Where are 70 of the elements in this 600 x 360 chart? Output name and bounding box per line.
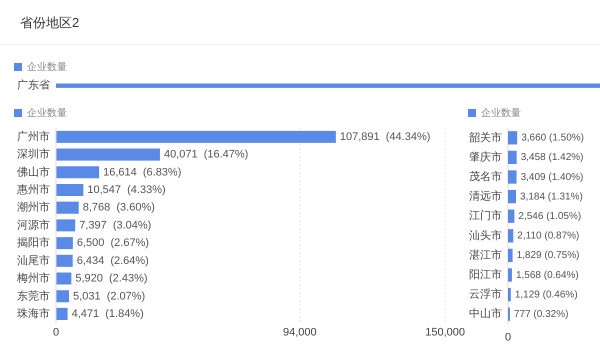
y-tick-label: 肇庆市 bbox=[469, 150, 502, 164]
x-tick-label: 94,000 bbox=[283, 326, 317, 338]
bar bbox=[56, 272, 72, 285]
y-tick-label: 汕头市 bbox=[469, 228, 502, 242]
data-label: 5,920 (2.43%) bbox=[75, 272, 148, 285]
y-tick-label: 广东省 bbox=[17, 78, 50, 92]
bar bbox=[508, 268, 512, 282]
y-tick-label: 惠州市 bbox=[16, 183, 50, 196]
data-label: 4,471 (1.84%) bbox=[72, 308, 144, 320]
x-tick-label: 0 bbox=[52, 326, 60, 338]
legend-label: 企业数量 bbox=[27, 106, 67, 119]
y-tick-label: 珠海市 bbox=[17, 306, 50, 320]
legend-label: 企业数量 bbox=[27, 60, 67, 73]
bar bbox=[508, 131, 518, 144]
y-tick-label: 汕尾市 bbox=[17, 254, 50, 267]
data-label: 1,829 (0.75%) bbox=[516, 250, 580, 262]
y-tick-label: 云浮市 bbox=[469, 288, 502, 301]
y-tick-label: 中山市 bbox=[469, 307, 502, 320]
y-tick-label: 佛山市 bbox=[17, 165, 50, 178]
bar bbox=[56, 166, 100, 178]
y-tick-label: 梅州市 bbox=[16, 272, 50, 285]
bar bbox=[56, 219, 76, 232]
data-label: 10,547 (4.33%) bbox=[87, 184, 166, 196]
data-label: 8,768 (3.60%) bbox=[82, 202, 155, 214]
bar bbox=[56, 202, 79, 214]
data-label: 2,546 (1.05%) bbox=[518, 210, 582, 222]
x-tick-label: 150,000 bbox=[425, 326, 465, 338]
data-label: 5,031 (2.07%) bbox=[73, 290, 146, 302]
data-label: 40,071 (16.47%) bbox=[164, 148, 248, 161]
data-label: 3,184 (1.31%) bbox=[520, 191, 583, 202]
y-tick-label: 韶关市 bbox=[469, 130, 502, 144]
bar bbox=[56, 308, 68, 320]
bar bbox=[56, 290, 70, 302]
data-label: 107,891 (44.34%) bbox=[340, 130, 430, 143]
y-tick-label: 阳江市 bbox=[469, 268, 502, 282]
bar bbox=[56, 237, 73, 250]
data-label: 6,434 (2.64%) bbox=[76, 254, 149, 267]
data-label: 7,397 (3.04%) bbox=[79, 219, 152, 232]
y-tick-label: 江门市 bbox=[469, 209, 502, 222]
y-tick-label: 广州市 bbox=[17, 130, 50, 143]
y-tick-label: 揭阳市 bbox=[17, 236, 50, 250]
chart-title: 省份地区2 bbox=[20, 14, 80, 32]
y-tick-label: 湛江市 bbox=[469, 248, 502, 262]
bar bbox=[508, 229, 514, 242]
bar bbox=[508, 150, 517, 164]
y-tick-label: 潮州市 bbox=[17, 200, 50, 214]
data-label: 1,568 (0.64%) bbox=[516, 270, 579, 281]
data-label: 3,458 (1.42%) bbox=[520, 152, 584, 164]
legend-label: 企业数量 bbox=[481, 106, 521, 119]
data-label: 2,110 (0.87%) bbox=[517, 230, 580, 242]
bar bbox=[56, 148, 160, 161]
y-tick-label: 茂名市 bbox=[469, 170, 502, 184]
bar bbox=[56, 254, 73, 267]
bar bbox=[508, 170, 517, 184]
bar bbox=[508, 288, 511, 302]
data-label: 6,500 (2.67%) bbox=[76, 237, 150, 250]
bar bbox=[508, 190, 516, 204]
bar bbox=[56, 130, 336, 143]
data-label: 16,614 (6.83%) bbox=[103, 166, 182, 178]
data-label: 3,409 (1.40%) bbox=[520, 172, 584, 183]
data-label: 1,129 (0.46%) bbox=[514, 289, 578, 300]
bar bbox=[508, 248, 513, 262]
data-label: 777 (0.32%) bbox=[514, 308, 568, 320]
y-tick-label: 东莞市 bbox=[17, 289, 50, 302]
y-tick-label: 河源市 bbox=[17, 218, 50, 232]
y-tick-label: 清远市 bbox=[469, 190, 502, 203]
y-tick-label: 深圳市 bbox=[17, 148, 50, 161]
bar bbox=[56, 184, 84, 196]
data-label: 3,660 (1.50%) bbox=[521, 132, 584, 144]
bar bbox=[508, 210, 514, 223]
